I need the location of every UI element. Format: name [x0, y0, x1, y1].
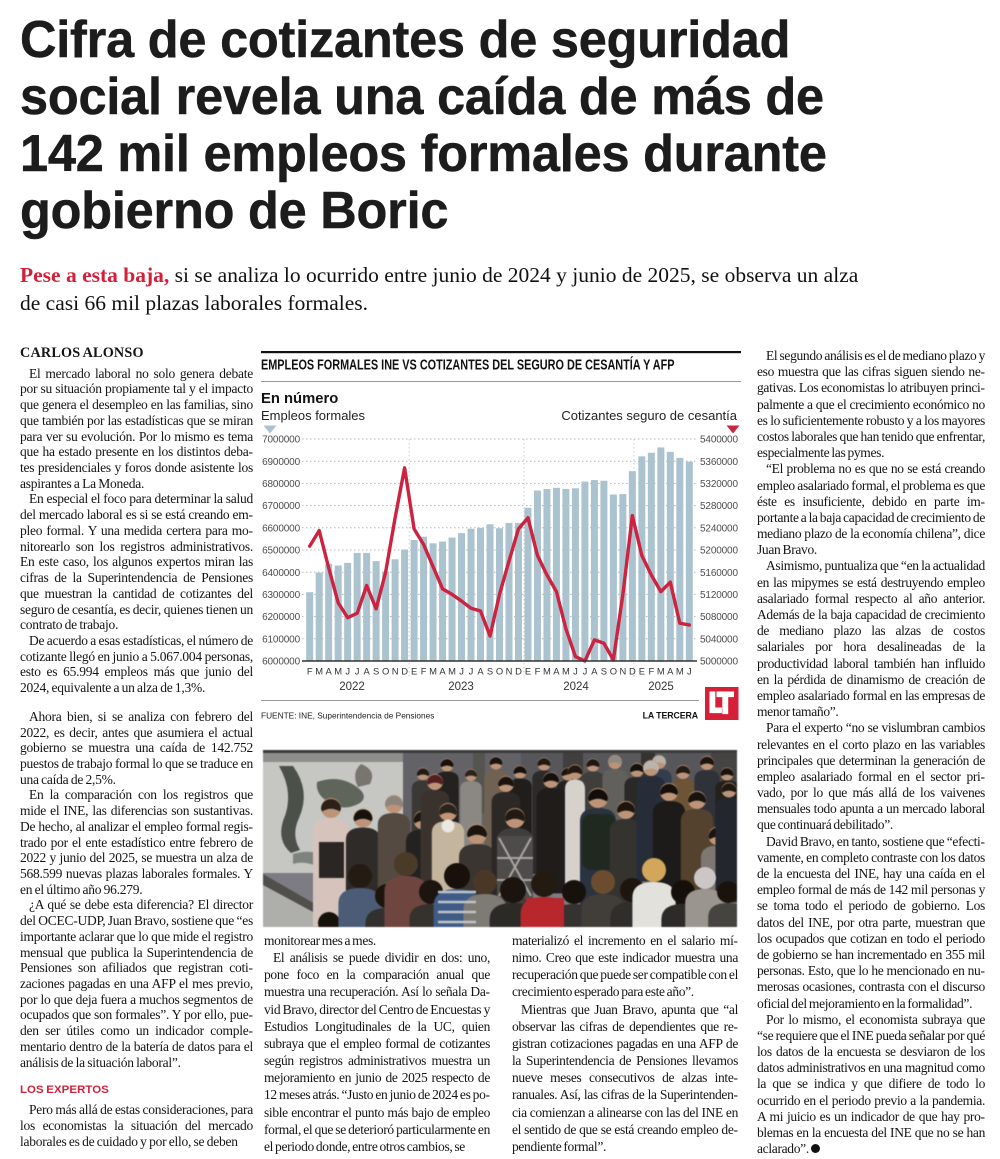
svg-text:N: N: [619, 666, 626, 677]
svg-text:Cotizantes seguro de cesantía: Cotizantes seguro de cesantía: [561, 408, 737, 423]
svg-text:S: S: [601, 666, 607, 677]
svg-text:6700000: 6700000: [262, 501, 300, 512]
svg-text:A: A: [667, 666, 674, 677]
svg-text:M: M: [448, 666, 456, 677]
svg-text:O: O: [382, 666, 389, 677]
svg-text:O: O: [496, 666, 503, 677]
svg-text:7000000: 7000000: [262, 435, 300, 446]
svg-text:A: A: [326, 666, 333, 677]
svg-text:J: J: [687, 666, 692, 677]
svg-text:5160000: 5160000: [700, 568, 738, 579]
svg-text:2025: 2025: [648, 681, 674, 693]
svg-text:A: A: [591, 666, 598, 677]
svg-text:5200000: 5200000: [700, 546, 738, 557]
svg-text:J: J: [573, 666, 578, 677]
svg-text:F: F: [421, 666, 427, 677]
svg-text:M: M: [657, 666, 665, 677]
svg-text:6300000: 6300000: [262, 590, 300, 601]
svg-text:D: D: [629, 666, 636, 677]
svg-text:5240000: 5240000: [700, 523, 738, 534]
svg-text:D: D: [515, 666, 522, 677]
svg-text:A: A: [477, 666, 484, 677]
svg-text:5400000: 5400000: [700, 435, 738, 446]
svg-text:M: M: [562, 666, 570, 677]
svg-text:E: E: [411, 666, 417, 677]
svg-text:M: M: [315, 666, 323, 677]
svg-text:Empleos formales: Empleos formales: [261, 408, 366, 423]
svg-text:5040000: 5040000: [700, 634, 738, 645]
svg-text:6900000: 6900000: [262, 457, 300, 468]
svg-text:5000000: 5000000: [700, 657, 738, 668]
svg-text:J: J: [459, 666, 464, 677]
svg-text:N: N: [392, 666, 399, 677]
svg-text:S: S: [487, 666, 493, 677]
svg-text:2024: 2024: [563, 681, 589, 693]
svg-text:A: A: [553, 666, 560, 677]
svg-text:En número: En número: [261, 391, 338, 407]
svg-text:6000000: 6000000: [262, 657, 300, 668]
svg-text:5320000: 5320000: [700, 479, 738, 490]
svg-text:6600000: 6600000: [262, 523, 300, 534]
svg-text:E: E: [639, 666, 645, 677]
svg-text:M: M: [429, 666, 437, 677]
svg-text:E: E: [525, 666, 531, 677]
svg-text:F: F: [535, 666, 541, 677]
svg-text:2023: 2023: [448, 681, 474, 693]
svg-text:5080000: 5080000: [700, 612, 738, 623]
svg-text:EMPLEOS FORMALES INE VS COTIZA: EMPLEOS FORMALES INE VS COTIZANTES DEL S…: [261, 356, 675, 373]
svg-text:5280000: 5280000: [700, 501, 738, 512]
svg-text:J: J: [345, 666, 350, 677]
svg-text:N: N: [506, 666, 513, 677]
svg-text:5120000: 5120000: [700, 590, 738, 601]
svg-text:J: J: [355, 666, 360, 677]
svg-text:6800000: 6800000: [262, 479, 300, 490]
svg-text:5360000: 5360000: [700, 457, 738, 468]
svg-text:M: M: [334, 666, 342, 677]
svg-text:6100000: 6100000: [262, 634, 300, 645]
svg-text:FUENTE: INE, Superintendencia: FUENTE: INE, Superintendencia de Pension…: [261, 711, 434, 721]
svg-text:6200000: 6200000: [262, 612, 300, 623]
svg-text:A: A: [364, 666, 371, 677]
svg-text:F: F: [648, 666, 654, 677]
svg-text:J: J: [583, 666, 588, 677]
svg-text:J: J: [469, 666, 474, 677]
svg-text:S: S: [373, 666, 379, 677]
svg-text:F: F: [307, 666, 313, 677]
svg-text:M: M: [676, 666, 684, 677]
svg-text:2022: 2022: [339, 681, 365, 693]
svg-text:M: M: [543, 666, 551, 677]
svg-text:D: D: [401, 666, 408, 677]
svg-text:6500000: 6500000: [262, 546, 300, 557]
svg-text:A: A: [439, 666, 446, 677]
svg-text:LA TERCERA: LA TERCERA: [643, 710, 699, 720]
svg-text:6400000: 6400000: [262, 568, 300, 579]
svg-text:O: O: [610, 666, 617, 677]
